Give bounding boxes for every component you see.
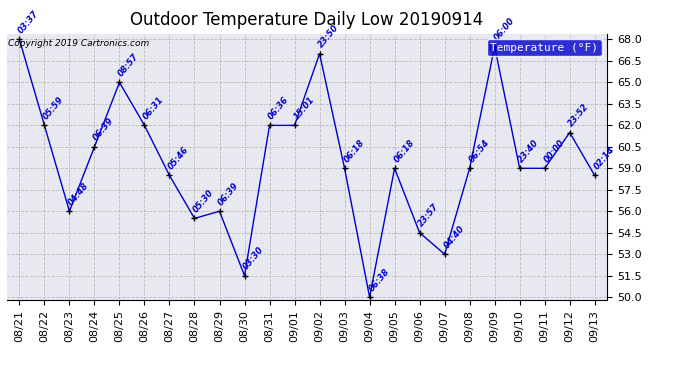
Legend: Temperature (°F): Temperature (°F) — [487, 39, 602, 56]
Text: Copyright 2019 Cartronics.com: Copyright 2019 Cartronics.com — [8, 39, 149, 48]
Text: 06:18: 06:18 — [342, 138, 366, 164]
Text: 06:00: 06:00 — [492, 16, 516, 42]
Text: 23:57: 23:57 — [417, 202, 441, 228]
Text: 06:38: 06:38 — [367, 267, 391, 293]
Text: 05:46: 05:46 — [167, 145, 191, 171]
Text: 05:30: 05:30 — [192, 188, 216, 214]
Text: 03:37: 03:37 — [17, 9, 41, 35]
Text: 04:48: 04:48 — [67, 181, 91, 207]
Text: 23:50: 23:50 — [317, 23, 341, 50]
Text: 15:01: 15:01 — [292, 95, 316, 121]
Text: 06:18: 06:18 — [392, 138, 416, 164]
Text: 06:36: 06:36 — [267, 95, 291, 121]
Text: 03:30: 03:30 — [241, 245, 266, 272]
Text: 23:52: 23:52 — [567, 102, 591, 128]
Text: 05:59: 05:59 — [41, 95, 66, 121]
Text: 06:54: 06:54 — [467, 138, 491, 164]
Text: 23:40: 23:40 — [517, 138, 541, 164]
Text: 02:14: 02:14 — [592, 145, 616, 171]
Text: 06:31: 06:31 — [141, 95, 166, 121]
Text: 08:57: 08:57 — [117, 52, 141, 78]
Text: 06:39: 06:39 — [92, 116, 116, 142]
Text: 00:00: 00:00 — [542, 138, 566, 164]
Title: Outdoor Temperature Daily Low 20190914: Outdoor Temperature Daily Low 20190914 — [130, 11, 484, 29]
Text: 06:39: 06:39 — [217, 181, 241, 207]
Text: 04:40: 04:40 — [442, 224, 466, 250]
